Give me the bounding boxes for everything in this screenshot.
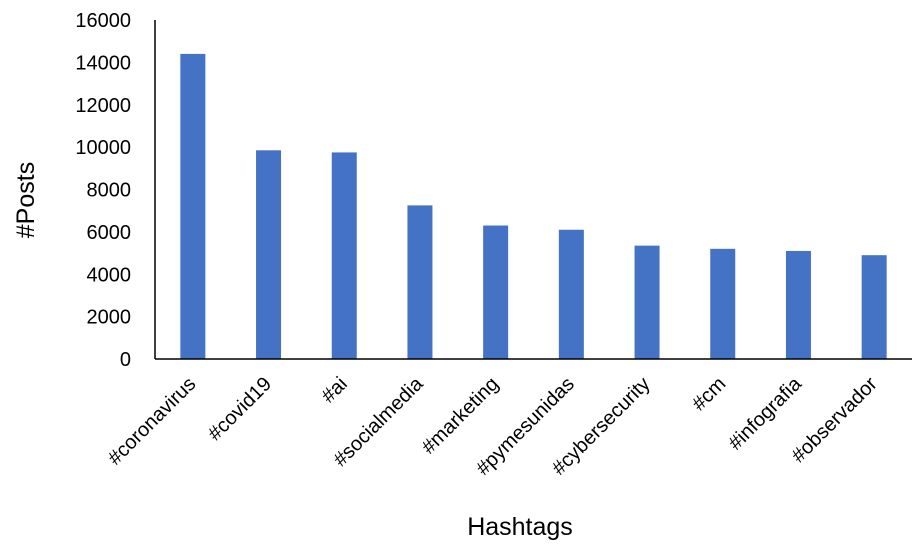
- bar: [407, 205, 433, 359]
- x-tick-label: #cm: [688, 373, 730, 415]
- bar: [331, 152, 357, 359]
- bar: [180, 53, 206, 360]
- x-tick-label: #infografia: [724, 372, 806, 454]
- bar: [634, 245, 660, 359]
- bar: [483, 225, 509, 359]
- y-tick-label: 12000: [75, 95, 131, 117]
- y-tick-label: 8000: [87, 180, 132, 202]
- y-tick-label: 4000: [87, 264, 132, 286]
- x-tick-label: #ai: [317, 373, 351, 407]
- x-axis-ticks: #coronavirus #covid19 #ai#socialmedia#mark…: [104, 372, 882, 479]
- x-tick-label: #covid19: [204, 373, 276, 445]
- bar: [785, 250, 811, 359]
- x-axis-title: Hashtags: [467, 513, 573, 541]
- y-tick-label: 14000: [75, 52, 131, 74]
- bar: [710, 248, 736, 359]
- y-tick-label: 16000: [75, 10, 131, 32]
- y-tick-label: 6000: [87, 222, 132, 244]
- y-tick-label: 2000: [87, 307, 132, 329]
- bars: [180, 53, 887, 360]
- y-tick-label: 10000: [75, 137, 131, 159]
- x-tick-label: #coronavirus: [104, 373, 201, 470]
- bar: [256, 150, 282, 359]
- bar: [861, 255, 887, 359]
- y-axis-ticks: 0 2000 4000 6000 8000 10000 12000 14000 16000: [75, 10, 131, 371]
- bar: [558, 229, 584, 359]
- y-tick-label: 0: [120, 349, 131, 371]
- y-axis-title: #Posts: [12, 162, 40, 238]
